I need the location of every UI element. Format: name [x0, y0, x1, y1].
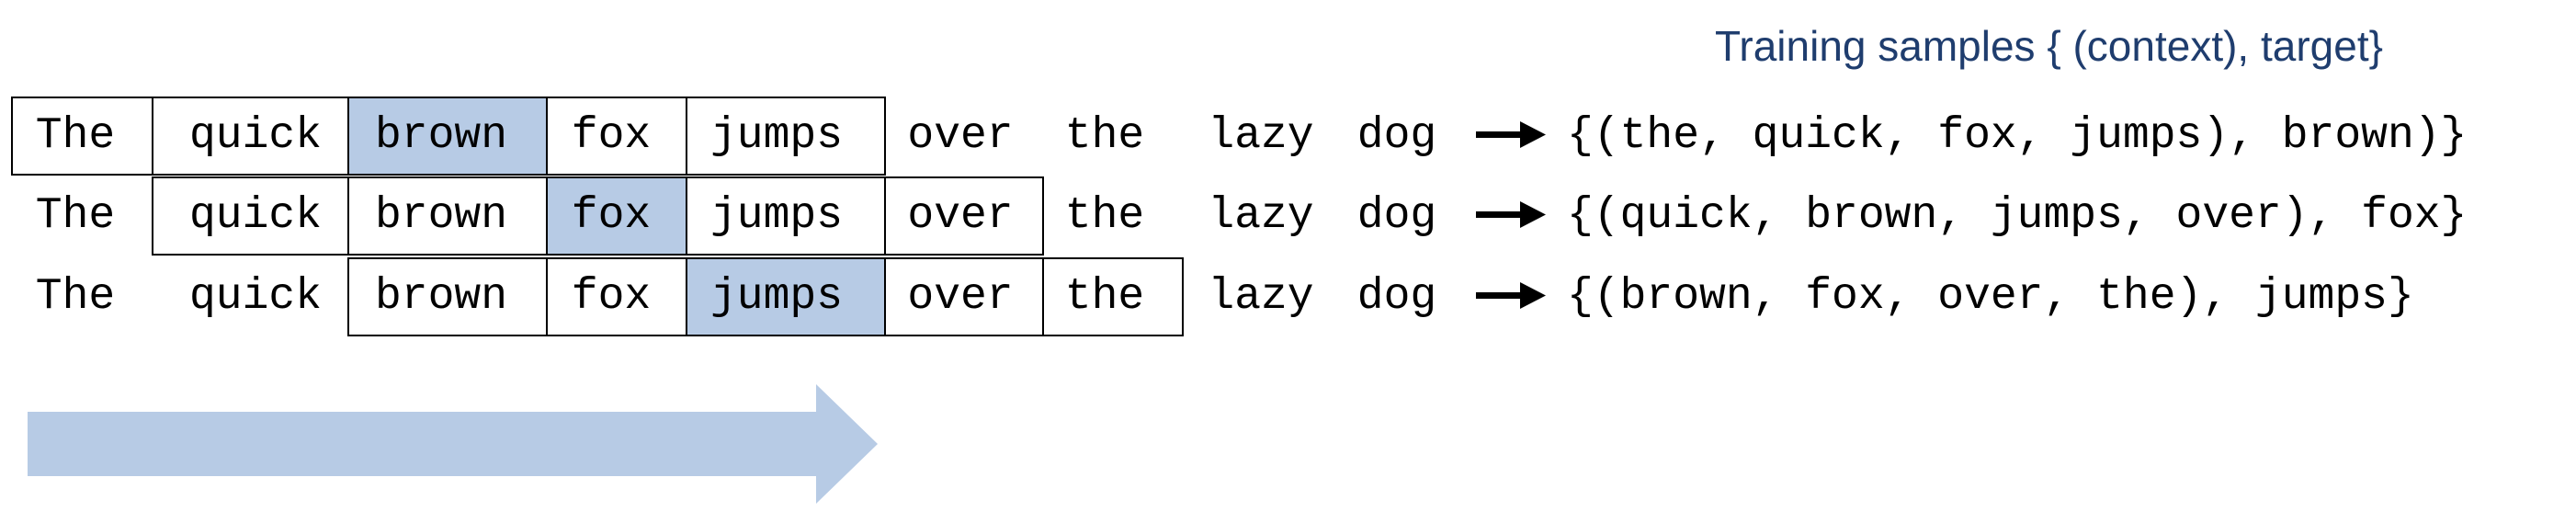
sentence-word: over: [907, 272, 1014, 322]
sentence-word: brown: [374, 111, 508, 161]
sentence-word: quick: [188, 191, 323, 241]
right-arrow-icon: [1476, 201, 1546, 228]
context-word-cell: [1042, 257, 1184, 336]
right-arrow-icon: [1476, 282, 1546, 309]
sentence-word: lazy: [1208, 272, 1314, 322]
slide-direction-arrow-shape: [28, 384, 878, 504]
sentence-word: quick: [188, 111, 323, 161]
sentence-word: the: [1064, 272, 1145, 322]
sentence-word: dog: [1356, 191, 1437, 241]
sentence-word: the: [1064, 191, 1145, 241]
sentence-word: over: [907, 191, 1014, 241]
sentence-word: fox: [571, 272, 652, 322]
diagram-heading: Training samples { (context), target}: [1715, 22, 2383, 70]
sentence-word: The: [35, 191, 116, 241]
sentence-word: The: [35, 272, 116, 322]
sentence-word: the: [1064, 111, 1145, 161]
target-highlight: [546, 176, 686, 256]
window-row: The quick brown fox jumps over the lazy dog {(bro…: [0, 257, 2576, 336]
sentence-word: brown: [374, 191, 508, 241]
right-arrow-icon: [1476, 121, 1546, 148]
sentence-word: dog: [1356, 272, 1437, 322]
training-sample: {(the, quick, fox, jumps), brown)}: [1567, 111, 2468, 161]
sentence-word: jumps: [709, 191, 844, 241]
sentence-word: lazy: [1208, 111, 1314, 161]
context-word-cell: [686, 97, 886, 176]
sentence-word: dog: [1356, 111, 1437, 161]
window-row: The quick brown fox jumps over the lazy dog {(qui…: [0, 176, 2576, 256]
sentence-word: over: [907, 111, 1014, 161]
sentence-word: jumps: [709, 272, 844, 322]
sentence-word: lazy: [1208, 191, 1314, 241]
window-row: The quick brown fox jumps over the lazy dog {(the…: [0, 97, 2576, 176]
sentence-word: fox: [571, 191, 652, 241]
sentence-word: fox: [571, 111, 652, 161]
training-sample: {(quick, brown, jumps, over), fox}: [1567, 191, 2468, 241]
sentence-word: brown: [374, 272, 508, 322]
sentence-word: The: [35, 111, 116, 161]
target-highlight: [347, 97, 546, 176]
sentence-word: jumps: [709, 111, 844, 161]
sentence-word: quick: [188, 272, 323, 322]
target-highlight: [686, 257, 884, 336]
training-sample: {(brown, fox, over, the), jumps}: [1567, 272, 2414, 322]
context-word-cell: [884, 176, 1044, 256]
